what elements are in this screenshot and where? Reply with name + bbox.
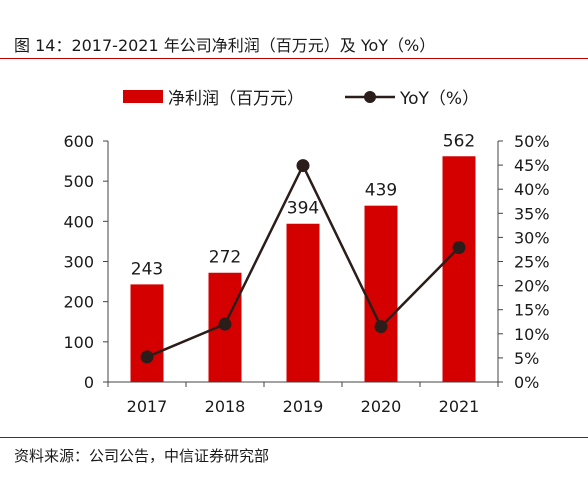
bar-value-label: 562 xyxy=(443,131,475,151)
y-tick-label-right: 30% xyxy=(514,228,550,247)
bar xyxy=(364,205,398,382)
legend-bar-swatch xyxy=(123,90,163,103)
bar-value-label: 394 xyxy=(287,199,319,219)
y-tick-label-right: 25% xyxy=(514,253,550,272)
bar xyxy=(130,284,164,382)
bar-value-label: 272 xyxy=(209,248,241,268)
y-tick-label-left: 200 xyxy=(63,293,94,312)
y-tick-label-right: 20% xyxy=(514,277,550,296)
bar-value-label: 439 xyxy=(365,181,397,201)
y-tick-label-left: 100 xyxy=(63,333,94,352)
y-tick-label-right: 15% xyxy=(514,301,550,320)
bar xyxy=(286,223,320,382)
source-note: 资料来源：公司公告，中信证券研究部 xyxy=(14,447,270,465)
legend-bar-label: 净利润（百万元） xyxy=(168,89,304,109)
bar xyxy=(442,156,476,382)
y-tick-label-right: 50% xyxy=(514,132,550,151)
y-tick-label-left: 400 xyxy=(63,212,94,231)
y-tick-label-left: 0 xyxy=(84,373,94,392)
y-tick-label-left: 600 xyxy=(63,132,94,151)
legend: 净利润（百万元） YoY（%） xyxy=(123,89,479,109)
y-tick-label-right: 10% xyxy=(514,325,550,344)
data-labels: 243 272 394 439 562 xyxy=(131,131,475,279)
figure-title: 图 14：2017-2021 年公司净利润（百万元）及 YoY（%） xyxy=(14,36,436,55)
x-tick-label: 2017 xyxy=(127,397,168,416)
y-tick-label-right: 0% xyxy=(514,373,539,392)
title-rule xyxy=(0,58,588,59)
y-tick-label-right: 35% xyxy=(514,204,550,223)
yoy-point xyxy=(140,350,154,364)
y-tick-label-left: 300 xyxy=(63,253,94,272)
legend-line-label: YoY（%） xyxy=(399,89,479,109)
x-tick-label: 2019 xyxy=(283,397,324,416)
source-rule xyxy=(0,437,588,438)
legend-line-marker xyxy=(364,91,376,103)
chart: 净利润（百万元） YoY（%） 0 100 200 300 400 500 600 0% 5% 10… xyxy=(63,89,549,416)
yoy-point xyxy=(452,241,466,255)
yoy-point xyxy=(218,317,232,331)
y-tick-label-left: 500 xyxy=(63,172,94,191)
y-tick-label-right: 45% xyxy=(514,156,550,175)
line-series xyxy=(140,159,466,364)
yoy-point xyxy=(296,159,310,173)
bar-series xyxy=(130,156,476,382)
yoy-point xyxy=(374,320,388,334)
y-tick-label-right: 5% xyxy=(514,349,539,368)
x-tick-label: 2020 xyxy=(361,397,402,416)
bar-value-label: 243 xyxy=(131,259,163,279)
x-tick-label: 2018 xyxy=(205,397,246,416)
x-tick-label: 2021 xyxy=(439,397,480,416)
y-tick-label-right: 40% xyxy=(514,180,550,199)
axes: 0 100 200 300 400 500 600 0% 5% 10% 15% 20% 25% 30% 35… xyxy=(63,132,549,416)
